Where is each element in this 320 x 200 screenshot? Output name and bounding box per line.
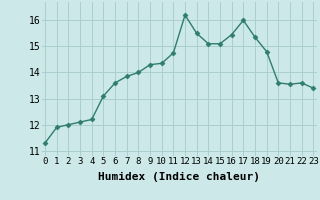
X-axis label: Humidex (Indice chaleur): Humidex (Indice chaleur) (98, 172, 260, 182)
